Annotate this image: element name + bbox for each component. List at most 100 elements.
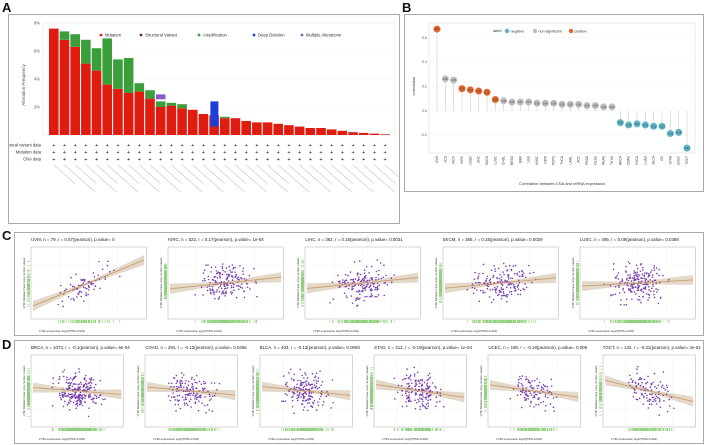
scatter-point	[415, 383, 417, 385]
scatter-point	[357, 274, 359, 276]
scatter-point	[492, 264, 495, 267]
scatter-point	[79, 396, 81, 399]
point-label: -0.10	[618, 123, 624, 125]
scatter-point	[350, 295, 353, 297]
scatter-point	[236, 277, 239, 280]
scatter-point	[230, 286, 233, 289]
x-tick-label: THCA	[560, 155, 564, 165]
scatter-point	[307, 383, 310, 386]
scatter-point	[188, 380, 190, 383]
subplot-title: LIHC, n = 362, r = 0.16(pearson), p.valu…	[305, 237, 403, 242]
scatter-point	[202, 280, 204, 282]
scatter-point	[52, 377, 54, 379]
scatter-point	[234, 276, 237, 278]
scatter-point	[618, 284, 620, 287]
x-tick-label: GBM	[518, 156, 522, 164]
category-label	[192, 164, 224, 193]
scatter-point	[73, 299, 75, 301]
scatter-point	[249, 288, 251, 290]
x-tick-label: COAD	[627, 155, 631, 165]
scatter-point	[289, 368, 292, 371]
scatter-point	[73, 383, 76, 385]
scatter-point	[493, 268, 496, 270]
scatter-point	[635, 264, 638, 267]
scatter-point	[286, 385, 288, 388]
scatter-point	[419, 379, 422, 381]
scatter-point	[218, 297, 220, 300]
scatter-point	[530, 281, 533, 284]
point-label: 0.17	[468, 90, 473, 92]
scatter-point	[79, 399, 82, 402]
scatter-point	[231, 279, 234, 281]
scatter-point	[376, 270, 378, 273]
scatter-point	[519, 375, 521, 378]
scatter-point	[93, 288, 95, 291]
scatter-point	[655, 282, 657, 285]
scatter-point	[189, 388, 192, 391]
scatter-point	[494, 270, 496, 273]
category-label	[203, 164, 225, 184]
track-mark: +	[148, 157, 151, 163]
scatter-point	[523, 288, 526, 291]
point-label: 0.09	[493, 100, 498, 102]
scatter-point	[421, 379, 423, 382]
scatter-point	[181, 382, 184, 385]
scatter-point	[92, 282, 94, 285]
track-mark: +	[287, 143, 290, 149]
x-tick-label: BRCA	[618, 155, 622, 165]
scatter-point	[657, 302, 659, 305]
scatter-point	[302, 388, 304, 391]
scatter-point	[495, 276, 498, 279]
track-mark: +	[319, 157, 322, 163]
scatter-point	[85, 294, 87, 296]
scatter-point	[625, 271, 627, 273]
scatter-point	[636, 267, 639, 270]
track-mark: +	[287, 150, 290, 156]
track-mark: +	[159, 157, 162, 163]
track-mark: +	[373, 150, 376, 156]
scatter-plot: LY96 Relative linear copy-number values L…	[159, 246, 284, 333]
lollipop-point	[433, 25, 441, 33]
scatter-point	[193, 392, 196, 395]
track-mark: +	[191, 157, 194, 163]
legend-entry: Deep Deletion	[258, 33, 285, 38]
scatter-point	[657, 274, 660, 277]
category-label	[75, 164, 97, 184]
scatter-point	[359, 297, 362, 300]
scatter-point	[214, 275, 217, 278]
track-mark: +	[234, 143, 237, 149]
regression-line	[307, 277, 419, 289]
track-mark: +	[351, 157, 354, 163]
scatter-point	[345, 273, 347, 276]
scatter-point	[652, 290, 655, 292]
scatter-point	[357, 272, 359, 274]
track-mark: +	[116, 143, 119, 149]
x-tick-label: HNSC	[535, 155, 539, 165]
scatter-point	[424, 387, 427, 390]
scatter-point	[69, 384, 72, 386]
scatter-point	[406, 383, 408, 385]
category-label	[385, 164, 416, 193]
scatter-point	[421, 393, 423, 396]
scatter-point	[647, 274, 650, 277]
scatter-point	[640, 288, 643, 291]
scatter-point	[57, 382, 60, 384]
track-mark: +	[213, 143, 216, 149]
scatter-point	[353, 278, 355, 281]
scatter-point	[419, 408, 422, 411]
scatter-point	[481, 290, 484, 292]
scatter-point	[176, 390, 178, 392]
scatter-point	[637, 274, 639, 276]
scatter-point	[322, 401, 325, 403]
scatter-point	[477, 281, 479, 284]
bar-amplification	[81, 39, 91, 64]
legend-entry: negative	[511, 29, 525, 33]
y-tick-label: 0.6	[422, 36, 427, 40]
scatter-point	[643, 275, 645, 277]
scatter-point	[94, 394, 96, 397]
x-axis-label: Correlation between CNA and mRNA express…	[519, 181, 605, 186]
bar-deep-deletion	[210, 101, 219, 127]
scatter-point	[419, 393, 422, 396]
scatter-point	[362, 289, 364, 292]
scatter-point	[500, 276, 502, 278]
